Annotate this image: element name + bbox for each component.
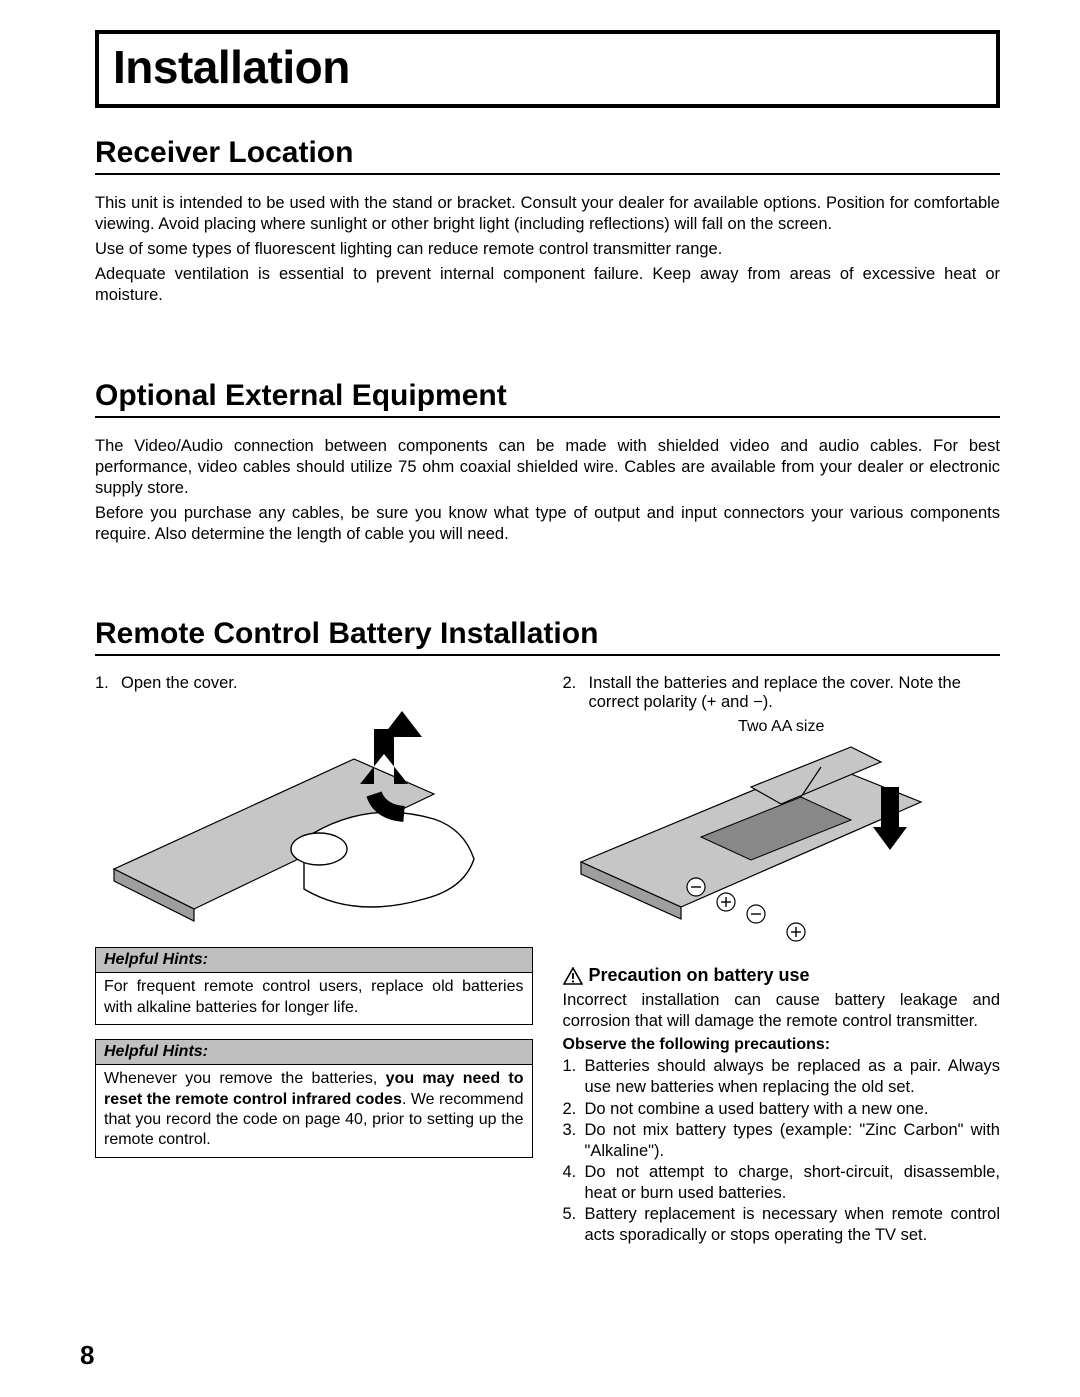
precaution-heading-text: Precaution on battery use — [589, 965, 810, 986]
receiver-p2: Use of some types of fluorescent lightin… — [95, 239, 1000, 260]
step-1-text: Open the cover. — [121, 674, 238, 693]
battery-caption: Two AA size — [563, 718, 1001, 736]
section-battery: Remote Control Battery Installation 1. O… — [95, 617, 1000, 1246]
precaution-heading: Precaution on battery use — [563, 965, 1001, 986]
precaution-item-4: 4.Do not attempt to charge, short-circui… — [563, 1162, 1001, 1204]
rule — [95, 416, 1000, 418]
precaution-item-5-text: Battery replacement is necessary when re… — [585, 1204, 1001, 1246]
precaution-item-5: 5.Battery replacement is necessary when … — [563, 1204, 1001, 1246]
precaution-item-2-text: Do not combine a used battery with a new… — [585, 1099, 929, 1120]
page-title: Installation — [113, 40, 982, 94]
receiver-p3: Adequate ventilation is essential to pre… — [95, 264, 1000, 306]
section-equipment: Optional External Equipment The Video/Au… — [95, 379, 1000, 546]
step-2: 2. Install the batteries and replace the… — [563, 674, 1001, 712]
precaution-item-3-text: Do not mix battery types (example: "Zinc… — [585, 1120, 1001, 1162]
hint-box-2: Helpful Hints: Whenever you remove the b… — [95, 1039, 533, 1158]
receiver-p1: This unit is intended to be used with th… — [95, 193, 1000, 235]
section-receiver: Receiver Location This unit is intended … — [95, 136, 1000, 307]
hint-box-1: Helpful Hints: For frequent remote contr… — [95, 947, 533, 1025]
precaution-intro: Incorrect installation can cause battery… — [563, 990, 1001, 1032]
precaution-item-3: 3.Do not mix battery types (example: "Zi… — [563, 1120, 1001, 1162]
precaution-item-1-text: Batteries should always be replaced as a… — [585, 1056, 1001, 1098]
illustration-open-cover — [95, 699, 533, 929]
precaution-item-2: 2.Do not combine a used battery with a n… — [563, 1099, 1001, 1120]
step-2-num: 2. — [563, 674, 589, 712]
precaution-item-1: 1.Batteries should always be replaced as… — [563, 1056, 1001, 1098]
page-number: 8 — [80, 1340, 94, 1371]
step-1-num: 1. — [95, 674, 121, 693]
heading-battery: Remote Control Battery Installation — [95, 617, 1000, 651]
precaution-list: 1.Batteries should always be replaced as… — [563, 1056, 1001, 1246]
heading-equipment: Optional External Equipment — [95, 379, 1000, 413]
page-title-box: Installation — [95, 30, 1000, 108]
equipment-p1: The Video/Audio connection between compo… — [95, 436, 1000, 499]
hint-header-2: Helpful Hints: — [96, 1040, 532, 1065]
battery-col-left: 1. Open the cover. H — [95, 674, 533, 1246]
step-1: 1. Open the cover. — [95, 674, 533, 693]
hint2-a: Whenever you remove the batteries, — [104, 1070, 386, 1087]
precaution-subheading: Observe the following precautions: — [563, 1036, 1001, 1054]
hint-body-2: Whenever you remove the batteries, you m… — [96, 1065, 532, 1157]
hint-header-1: Helpful Hints: — [96, 948, 532, 973]
equipment-p2: Before you purchase any cables, be sure … — [95, 503, 1000, 545]
hint-body-1: For frequent remote control users, repla… — [96, 973, 532, 1024]
step-2-text: Install the batteries and replace the co… — [589, 674, 1001, 712]
battery-columns: 1. Open the cover. H — [95, 674, 1000, 1246]
illustration-insert-batteries — [563, 742, 1001, 947]
warning-icon — [563, 967, 583, 985]
precaution-item-4-text: Do not attempt to charge, short-circuit,… — [585, 1162, 1001, 1204]
battery-col-right: 2. Install the batteries and replace the… — [563, 674, 1001, 1246]
heading-receiver: Receiver Location — [95, 136, 1000, 170]
rule — [95, 654, 1000, 656]
rule — [95, 173, 1000, 175]
